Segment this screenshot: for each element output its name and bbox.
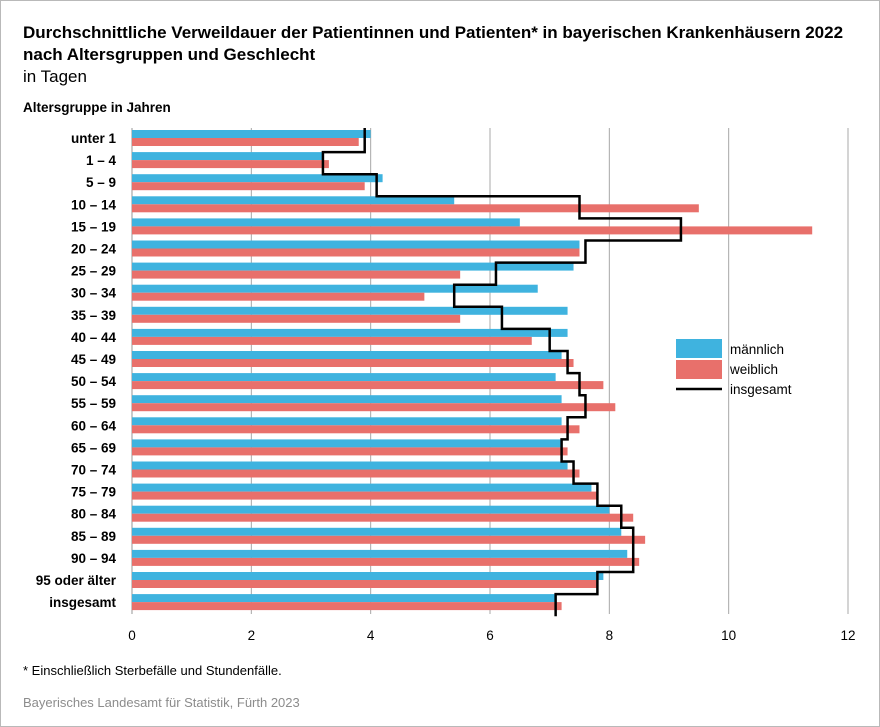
category-label: 75 – 79 [71, 485, 116, 500]
category-label: 1 – 4 [86, 153, 117, 168]
category-label: 55 – 59 [71, 396, 116, 411]
bar-maennlich [132, 218, 520, 227]
bar-maennlich [132, 240, 580, 249]
bar-weiblich [132, 204, 699, 213]
bar-weiblich [132, 270, 461, 279]
x-tick-label: 2 [248, 628, 256, 643]
category-label: unter 1 [71, 131, 117, 146]
bar-weiblich [132, 403, 616, 412]
category-label: 50 – 54 [71, 374, 117, 389]
bar-weiblich [132, 248, 580, 257]
bar-weiblich [132, 513, 634, 522]
category-label: 30 – 34 [71, 286, 117, 301]
x-tick-label: 10 [721, 628, 736, 643]
bar-weiblich [132, 160, 329, 169]
category-label: 40 – 44 [71, 330, 117, 345]
bar-maennlich [132, 130, 371, 138]
bar-maennlich [132, 439, 562, 448]
legend-label: insgesamt [730, 382, 792, 397]
bar-weiblich [132, 182, 365, 191]
bar-weiblich [132, 381, 604, 390]
legend-label: weiblich [729, 362, 778, 377]
bar-weiblich [132, 359, 574, 367]
x-tick-label: 4 [367, 628, 375, 643]
bar-maennlich [132, 505, 610, 514]
bar-maennlich [132, 417, 562, 426]
category-label: 70 – 74 [71, 463, 117, 478]
x-tick-label: 0 [128, 628, 136, 643]
bar-maennlich [132, 483, 592, 492]
bar-maennlich [132, 262, 574, 271]
bar-weiblich [132, 447, 568, 456]
category-label: 85 – 89 [71, 529, 116, 544]
bar-maennlich [132, 152, 323, 161]
category-label: 10 – 14 [71, 197, 117, 212]
category-label: 95 oder älter [36, 573, 117, 588]
category-label: insgesamt [49, 595, 116, 610]
category-label: 65 – 69 [71, 440, 116, 455]
category-label: 45 – 49 [71, 352, 116, 367]
chart-title: Durchschnittliche Verweildauer der Patie… [23, 23, 844, 64]
category-label: 5 – 9 [86, 175, 116, 190]
bar-maennlich [132, 306, 568, 315]
bar-weiblich [132, 138, 359, 146]
bar-weiblich [132, 535, 646, 544]
bar-maennlich [132, 594, 556, 603]
bar-maennlich [132, 284, 538, 293]
source-note: Bayerisches Landesamt für Statistik, Für… [23, 695, 300, 710]
y-axis-title: Altersgruppe in Jahren [23, 100, 171, 115]
bar-maennlich [132, 395, 562, 404]
bar-weiblich [132, 336, 532, 345]
category-label: 90 – 94 [71, 551, 117, 566]
bar-weiblich [132, 226, 813, 235]
x-tick-label: 8 [606, 628, 614, 643]
category-label: 20 – 24 [71, 242, 117, 257]
line-insgesamt [321, 128, 683, 617]
bar-maennlich [132, 572, 604, 580]
category-label: 60 – 64 [71, 418, 117, 433]
category-label: 35 – 39 [71, 308, 116, 323]
bar-maennlich [132, 461, 568, 470]
bar-weiblich [132, 425, 580, 434]
bar-weiblich [132, 314, 461, 323]
footnote: * Einschließlich Sterbefälle und Stunden… [23, 663, 282, 678]
bar-maennlich [132, 373, 556, 382]
bar-weiblich [132, 292, 425, 301]
bar-weiblich [132, 491, 598, 500]
legend-label: männlich [730, 342, 784, 357]
bar-maennlich [132, 328, 568, 337]
bar-maennlich [132, 174, 383, 183]
category-label: 80 – 84 [71, 507, 117, 522]
bar-weiblich [132, 557, 640, 566]
x-tick-label: 12 [840, 628, 855, 643]
bar-maennlich [132, 527, 622, 536]
category-label: 15 – 19 [71, 219, 116, 234]
bar-maennlich [132, 351, 562, 359]
legend-swatch-maennlich [676, 339, 722, 358]
bar-maennlich [132, 549, 628, 558]
bar-maennlich [132, 196, 455, 205]
category-label: 25 – 29 [71, 264, 116, 279]
legend-swatch-weiblich [676, 360, 722, 379]
bar-weiblich [132, 580, 598, 588]
chart-subtitle: in Tagen [23, 67, 87, 86]
x-tick-label: 6 [486, 628, 494, 643]
bar-weiblich [132, 469, 580, 478]
bar-weiblich [132, 602, 562, 611]
